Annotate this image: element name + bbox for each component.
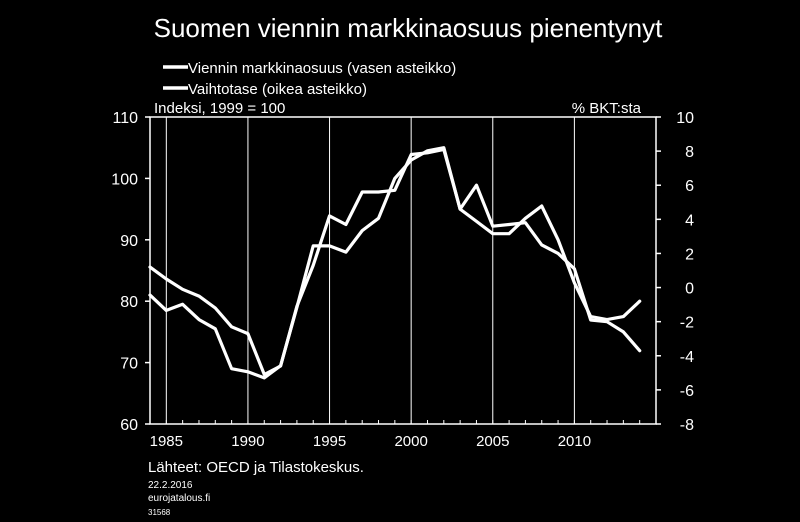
y-left-tick-label: 100 — [111, 171, 138, 188]
x-tick-label: 2005 — [476, 433, 509, 450]
x-tick-label: 1990 — [231, 433, 264, 450]
sources-note: Lähteet: OECD ja Tilastokeskus. — [148, 459, 364, 476]
y-right-tick-label: 10 — [676, 110, 694, 127]
x-axis: 1985 1990 1995 2000 2005 2010 — [149, 420, 657, 450]
y-left-tick-label: 60 — [120, 417, 138, 434]
left-axis-label: Indeksi, 1999 = 100 — [154, 100, 285, 117]
y-right-tick-label: 0 — [685, 281, 694, 298]
legend-label: Viennin markkinaosuus (vasen asteikko) — [188, 60, 456, 77]
y-right-tick-label: 8 — [685, 144, 694, 161]
footer-date: 22.2.2016 — [148, 480, 193, 491]
y-right-tick-label: 4 — [685, 212, 694, 229]
chart-title: Suomen viennin markkinaosuus pienentynyt — [154, 13, 664, 43]
y-left-tick-label: 70 — [120, 356, 138, 373]
y-right-tick-label: -2 — [680, 315, 694, 332]
series-line-2 — [148, 147, 642, 377]
y-left-tick-label: 80 — [120, 294, 138, 311]
right-axis: 10 8 6 4 2 0 -2 -4 -6 -8 — [656, 110, 694, 434]
footer-site: eurojatalous.fi — [148, 493, 211, 504]
x-tick-label: 2000 — [394, 433, 427, 450]
plot-frame — [149, 116, 657, 425]
x-tick-label: 2010 — [558, 433, 591, 450]
grid-lines — [165, 117, 575, 424]
right-axis-label: % BKT:sta — [572, 100, 642, 117]
left-axis: 110 100 90 80 70 60 — [111, 110, 150, 434]
y-right-tick-label: -8 — [680, 417, 694, 434]
series-line-1 — [148, 146, 642, 380]
legend: Viennin markkinaosuus (vasen asteikko) Va… — [163, 60, 456, 98]
y-left-tick-label: 110 — [112, 110, 138, 127]
y-right-tick-label: -6 — [680, 383, 694, 400]
series-lines — [148, 146, 642, 380]
y-right-tick-label: 2 — [685, 246, 694, 263]
x-tick-label: 1995 — [313, 433, 346, 450]
x-tick-label: 1985 — [150, 433, 183, 450]
y-right-tick-label: -4 — [680, 349, 694, 366]
y-left-tick-label: 90 — [120, 233, 138, 250]
legend-label: Vaihtotase (oikea asteikko) — [188, 81, 367, 98]
footer-code: 31568 — [148, 508, 171, 517]
y-right-tick-label: 6 — [685, 178, 694, 195]
